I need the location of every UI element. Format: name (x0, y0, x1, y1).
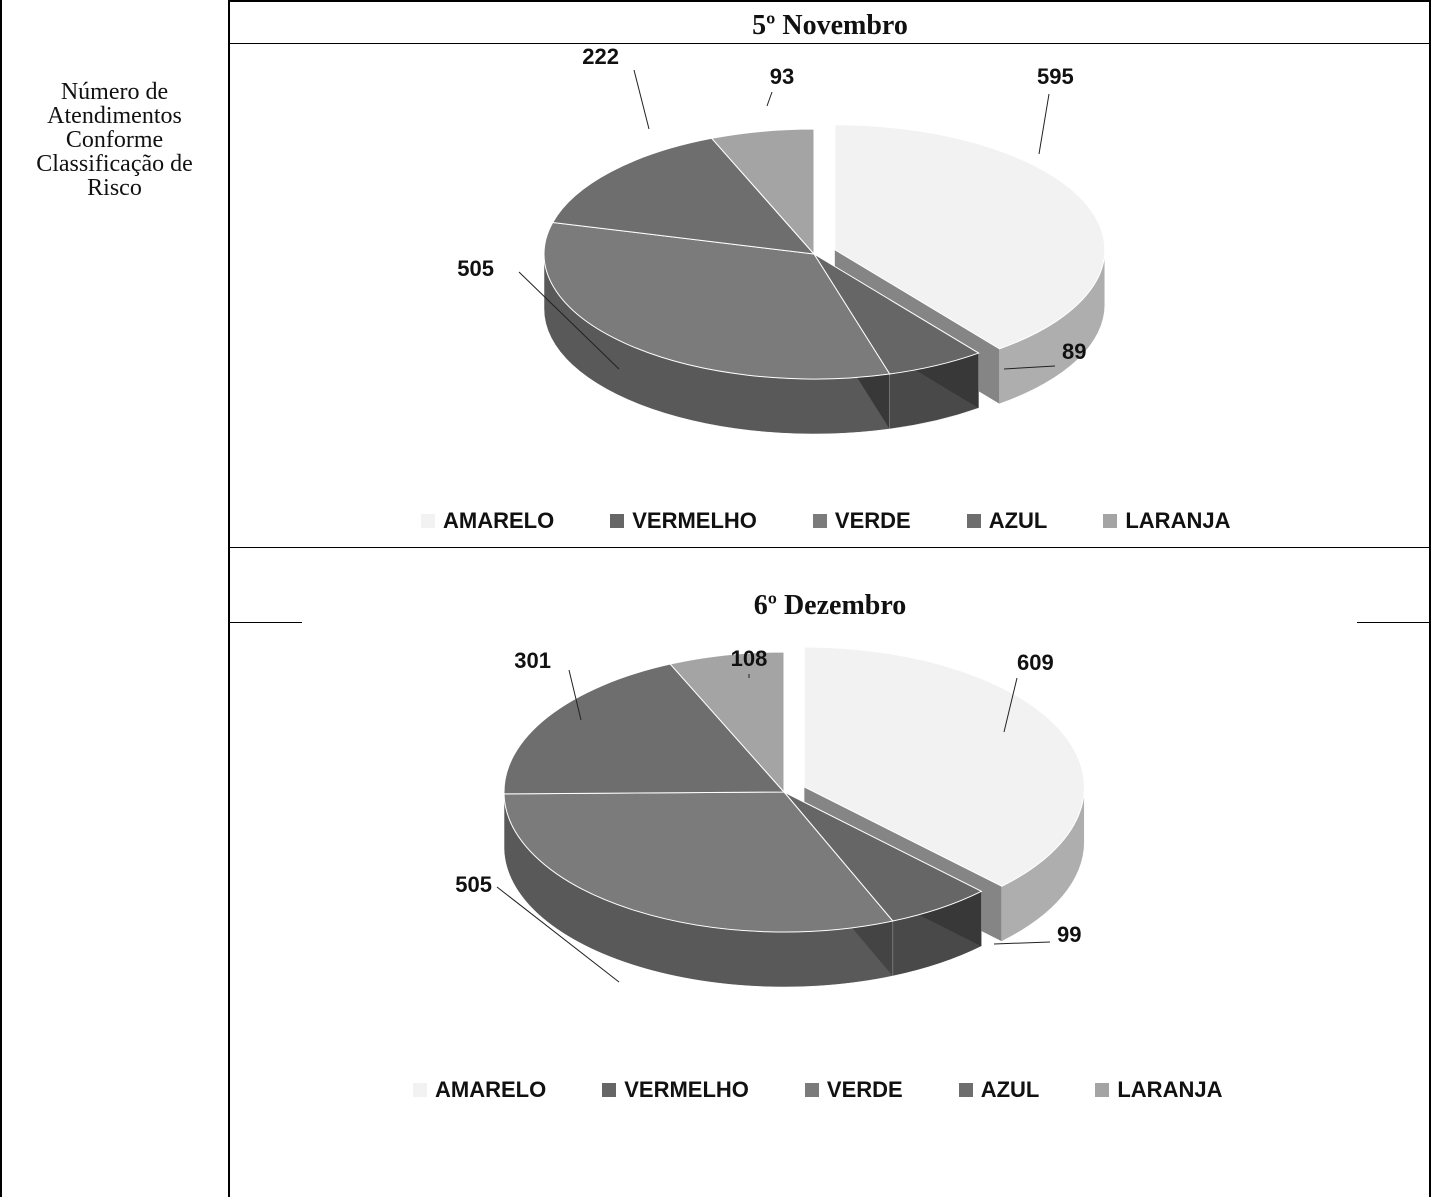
chart-1-pie: 595 89 505 222 93 (457, 44, 1106, 435)
title-2-underline-right (1357, 622, 1431, 623)
legend-swatch (966, 514, 981, 528)
table-left-border (0, 0, 2, 1197)
leader-line-verde (496, 886, 620, 983)
legend-swatch (602, 1083, 617, 1097)
leader-line-vermelho (1003, 365, 1056, 370)
table-divider-vertical (228, 0, 230, 1197)
legend-label: LARANJA (1125, 508, 1231, 533)
pie-slice-verde (543, 221, 891, 380)
legend-label: VERMELHO (632, 508, 757, 533)
legend-swatch (812, 514, 827, 528)
legend-swatch (610, 514, 625, 528)
table-right-border (1429, 0, 1431, 1197)
chart-2-pie: 609 99 505 301 108 (455, 646, 1085, 988)
leader-line-verde (518, 271, 620, 370)
legend-item-amarelo: AMARELO (421, 508, 554, 534)
data-label-amarelo: 609 (1017, 650, 1054, 675)
legend-label: AMARELO (435, 1077, 547, 1102)
chart-2-legend: AMARELO VERMELHO VERDE AZUL LARANJA (413, 1077, 1222, 1103)
legend-swatch (1095, 1083, 1110, 1097)
title-2-underline-left (228, 622, 302, 623)
legend-item-vermelho: VERMELHO (602, 1077, 749, 1103)
leader-line-laranja (766, 91, 773, 107)
leader-line-azul (568, 669, 582, 721)
data-label-verde: 505 (455, 872, 492, 897)
chart-2-title: 6º Dezembro (753, 590, 907, 621)
pie-slice-azul (551, 137, 816, 255)
legend-swatch (421, 514, 435, 528)
legend-label: AZUL (988, 508, 1048, 533)
legend-label: VERMELHO (624, 1077, 749, 1102)
legend-swatch (958, 1083, 973, 1097)
pie-slice-laranja (669, 651, 785, 794)
legend-label: VERDE (834, 508, 911, 533)
legend-item-vermelho: VERMELHO (610, 508, 757, 534)
leader-line-amarelo (1038, 93, 1050, 155)
legend-label: AMARELO (443, 508, 555, 533)
data-label-amarelo: 595 (1037, 64, 1074, 89)
legend-label: VERDE (826, 1077, 903, 1102)
pie-slice-amarelo (834, 124, 1106, 350)
data-label-azul: 222 (582, 44, 619, 69)
legend-item-azul: AZUL (966, 508, 1048, 534)
legend-item-laranja: LARANJA (1103, 508, 1230, 534)
pie-slice-azul (503, 663, 786, 795)
legend-item-laranja: LARANJA (1095, 1077, 1222, 1103)
legend-item-azul: AZUL (958, 1077, 1040, 1103)
chart-1-legend: AMARELO VERMELHO VERDE AZUL LARANJA (421, 508, 1230, 534)
pie-slice-verde (503, 791, 894, 933)
pie-slice-laranja (710, 128, 815, 256)
data-label-laranja: 93 (770, 64, 794, 89)
chart-1-title: 5º Novembro (752, 10, 908, 41)
legend-label: AZUL (980, 1077, 1040, 1102)
chart-row-divider (228, 547, 1431, 548)
data-label-vermelho: 99 (1057, 922, 1081, 947)
leader-line-azul (633, 69, 650, 130)
leader-line-vermelho (993, 941, 1051, 945)
legend-swatch (1103, 514, 1118, 528)
table-top-border (228, 0, 1431, 2)
legend-swatch (804, 1083, 819, 1097)
row-label: Número de Atendimentos Conforme Classifi… (36, 79, 193, 201)
legend-item-amarelo: AMARELO (413, 1077, 546, 1103)
data-label-verde: 505 (457, 256, 494, 281)
legend-item-verde: VERDE (812, 508, 911, 534)
legend-item-verde: VERDE (804, 1077, 903, 1103)
legend-swatch (413, 1083, 427, 1097)
leader-line-amarelo (1003, 677, 1018, 733)
data-label-vermelho: 89 (1062, 339, 1086, 364)
data-label-azul: 301 (514, 648, 551, 673)
data-label-laranja: 108 (731, 646, 768, 671)
legend-label: LARANJA (1117, 1077, 1223, 1102)
title-1-underline (228, 43, 1431, 44)
pie-slice-amarelo (803, 646, 1085, 887)
